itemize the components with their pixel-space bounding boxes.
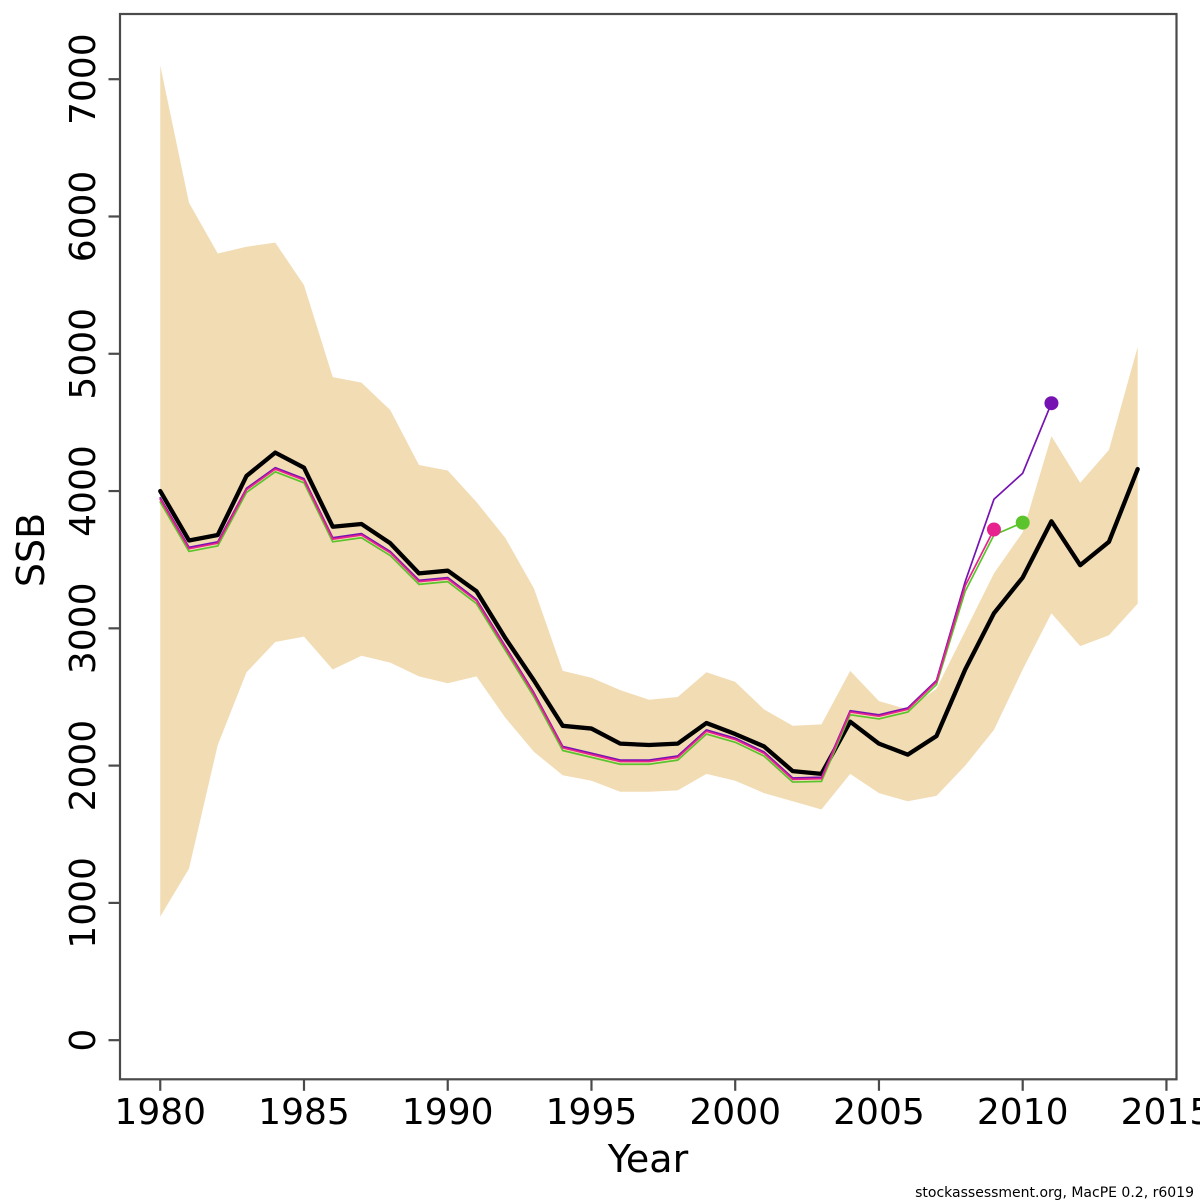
retro-peel-2010-line <box>159 470 1024 783</box>
x-tick-label: 2000 <box>689 1092 781 1133</box>
retro-peel-2009-end-dot <box>986 522 1001 537</box>
y-tick-label: 2000 <box>63 720 104 812</box>
x-tick-label: 1990 <box>402 1092 494 1133</box>
retro-peel-2010-end-dot <box>1015 515 1030 530</box>
y-tick-label: 0 <box>63 1029 104 1052</box>
footer-credit: stockassessment.org, MacPE 0.2, r6019 <box>915 1185 1194 1200</box>
retro-peel-2011-end-dot <box>1044 396 1059 411</box>
y-tick-label: 4000 <box>63 445 104 537</box>
x-tick-label: 1995 <box>546 1092 638 1133</box>
x-tick-label: 2015 <box>1121 1092 1200 1133</box>
x-tick-label: 2010 <box>977 1092 1069 1133</box>
ssb-estimate-line <box>158 450 1140 776</box>
y-tick-label: 3000 <box>63 583 104 675</box>
chart-generated-layer: 1980 1985 1990 1995 2000 2005 2010 2015 0 1000 200… <box>63 12 1200 1133</box>
y-tick-label: 6000 <box>63 171 104 263</box>
x-axis-title: Year <box>607 1137 689 1181</box>
retro-peel-2009-line <box>159 468 995 781</box>
x-tick-label: 1980 <box>114 1092 206 1133</box>
confidence-band <box>160 65 1138 917</box>
x-tick-label: 1985 <box>258 1092 350 1133</box>
y-tick-label: 1000 <box>63 857 104 949</box>
x-tick-label: 2005 <box>833 1092 925 1133</box>
y-tick-label: 7000 <box>63 33 104 125</box>
y-axis-title: SSB <box>9 513 53 587</box>
y-tick-label: 5000 <box>63 308 104 400</box>
plot-box <box>118 12 1178 1081</box>
